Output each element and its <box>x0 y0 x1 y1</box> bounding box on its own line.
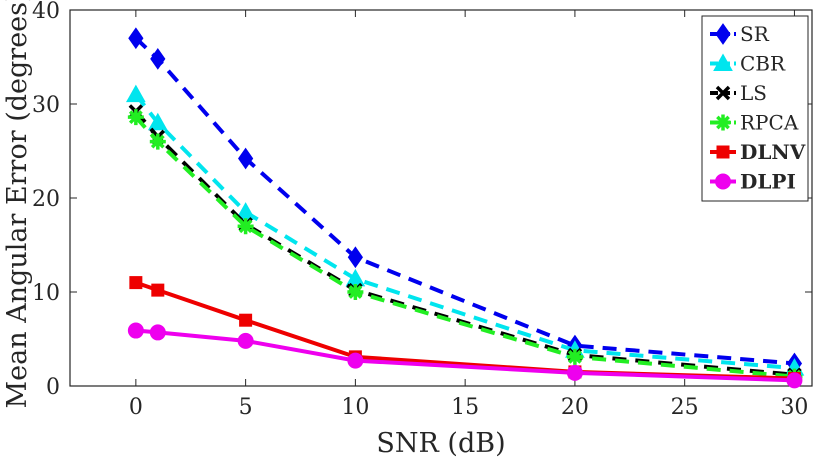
data-point-rpca <box>237 218 254 235</box>
series-line-cbr <box>134 93 795 371</box>
y-tick-label: 10 <box>32 281 60 306</box>
legend-entry-sr: SR <box>710 22 770 46</box>
y-tick-label: 40 <box>32 0 60 24</box>
legend-entry-dlnv: DLNV <box>710 140 806 164</box>
data-point-dlpi <box>237 332 254 349</box>
data-point-dlpi <box>127 322 144 339</box>
legend-label: DLNV <box>740 140 806 164</box>
legend-box <box>701 15 809 202</box>
series-dlpi <box>127 322 803 389</box>
legend-marker <box>713 53 733 71</box>
data-point-dlpi <box>566 364 583 381</box>
data-point-dlnv <box>129 276 143 290</box>
data-point-rpca <box>127 109 144 126</box>
legend-entry-ls: LS <box>710 81 767 105</box>
data-point-rpca <box>347 284 364 300</box>
data-point-rpca <box>149 133 166 150</box>
data-point-dlpi <box>786 372 803 389</box>
y-tick-label: 0 <box>46 375 60 400</box>
data-point-cbr <box>126 84 146 103</box>
x-tick-label: 5 <box>239 395 253 420</box>
legend-label: DLPI <box>740 170 796 194</box>
data-point-cbr <box>147 112 168 131</box>
legend-label: LS <box>740 81 767 105</box>
legend-entry-cbr: CBR <box>710 52 786 76</box>
x-tick-label: 0 <box>129 395 143 420</box>
data-point-sr <box>347 246 363 269</box>
series-sr <box>128 27 803 375</box>
legend-entry-rpca: RPCA <box>710 111 799 135</box>
legend-label: CBR <box>740 52 786 76</box>
series-rpca <box>127 109 803 385</box>
data-point-rpca <box>566 348 583 365</box>
legend-label: SR <box>740 22 770 46</box>
legend-marker <box>715 114 731 131</box>
data-point-sr <box>128 27 144 50</box>
axes: 0 5 10 15 20 25 30 0 10 20 30 40 <box>32 0 812 420</box>
plot-area <box>69 9 813 387</box>
x-tick-label: 30 <box>780 395 808 420</box>
series-line-dlnv <box>135 280 795 381</box>
series-layer <box>126 27 805 389</box>
legend-entry-dlpi: DLPI <box>710 170 796 194</box>
data-point-dlnv <box>151 283 165 297</box>
x-tick-label: 25 <box>671 395 699 420</box>
data-point-cbr <box>345 268 366 287</box>
y-tick-label: 20 <box>32 187 60 212</box>
legend-marker <box>715 85 731 101</box>
legend-label: RPCA <box>740 111 799 135</box>
series-line-rpca <box>134 115 795 379</box>
x-tick-label: 15 <box>451 395 479 420</box>
data-point-dlnv <box>239 313 253 327</box>
legend-marker <box>716 145 730 159</box>
x-tick-label: 10 <box>341 395 369 420</box>
y-axis-label: Mean Angular Error (degrees) <box>2 0 33 409</box>
data-point-dlpi <box>347 352 364 369</box>
data-point-sr <box>150 48 166 70</box>
series-line-ls <box>134 110 795 377</box>
legend-marker <box>715 173 731 190</box>
x-axis-label: SNR (dB) <box>376 428 505 459</box>
legend: SR CBR LS RPCA DLNV DLPI <box>701 15 809 202</box>
data-point-dlpi <box>149 324 166 341</box>
legend-marker <box>715 23 731 45</box>
data-point-sr <box>238 147 254 170</box>
y-tick-label: 30 <box>32 93 60 118</box>
x-tick-label: 20 <box>561 395 589 420</box>
